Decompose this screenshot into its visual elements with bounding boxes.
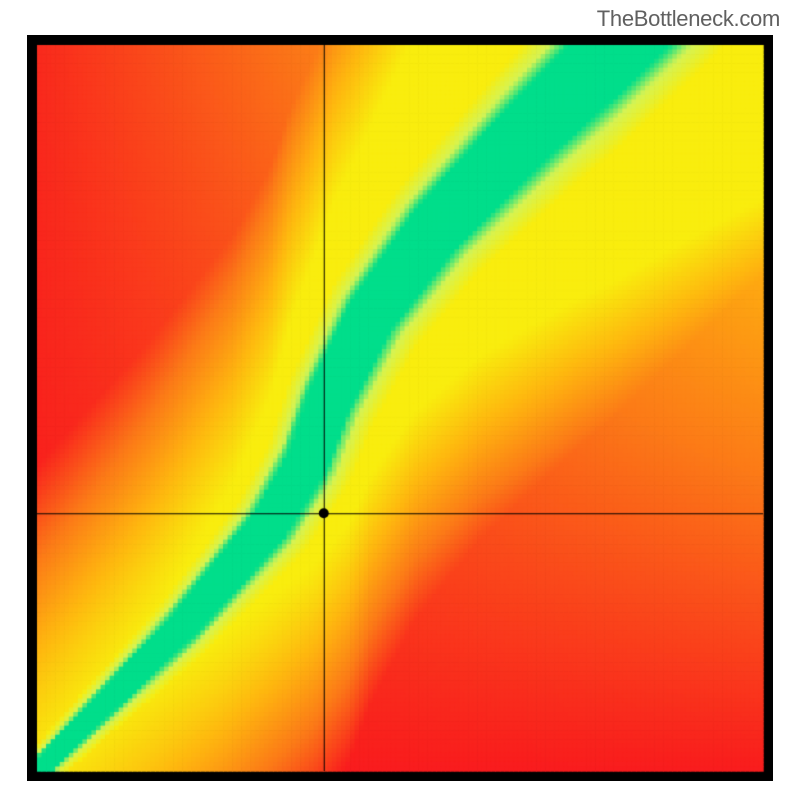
watermark-text: TheBottleneck.com xyxy=(597,6,780,32)
heatmap-canvas xyxy=(27,35,773,781)
plot-area xyxy=(27,35,773,781)
chart-container: TheBottleneck.com xyxy=(0,0,800,800)
